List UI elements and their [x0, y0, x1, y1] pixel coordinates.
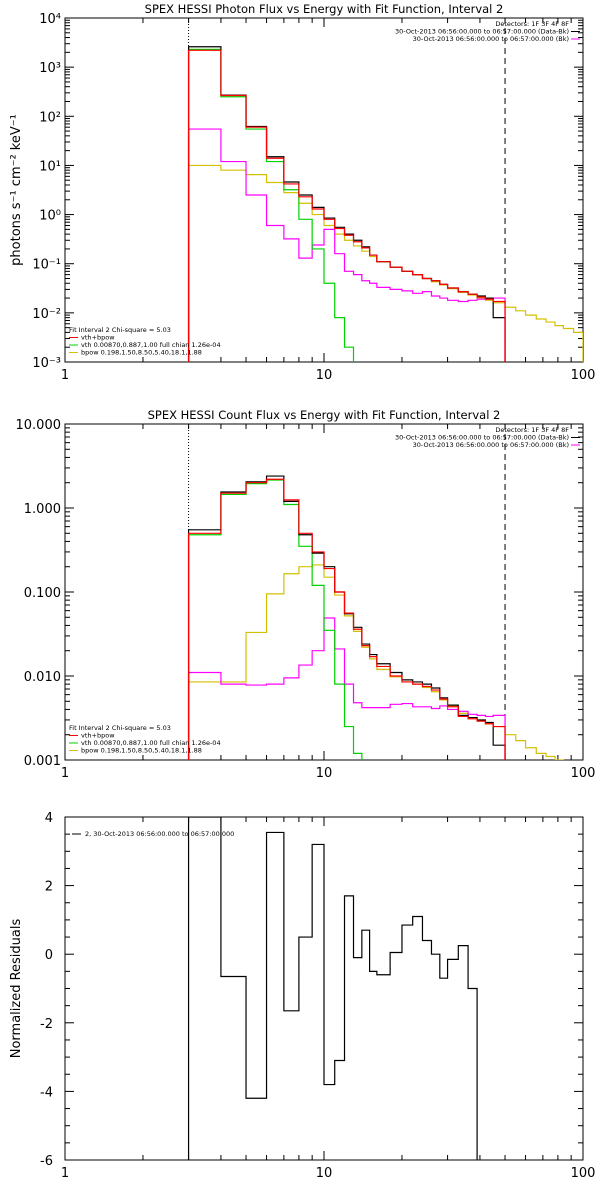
legend-top-entry: 30-Oct-2013 06:56:00.000 to 06:57:00.000… [395, 28, 569, 36]
series-vth-step [187, 48, 355, 362]
y-tick-label: 10⁻² [32, 307, 61, 322]
series-vth-step [187, 479, 363, 760]
legend-bottom-entry: vth 0.00870,0.887,1.00 full chian 1.26e-… [81, 341, 221, 349]
y-tick-label: 10⁴ [39, 12, 61, 27]
y-tick-label: 4 [45, 811, 53, 826]
y-tick-label: 10⁻¹ [32, 258, 61, 273]
series-total-step [187, 817, 478, 1160]
chart-panel-2: 1 10 100 0.001 0.010 0.100 1.000 10.000 SPEX HES… [16, 408, 596, 781]
x-tick-label: 10 [316, 766, 333, 781]
x-tick-label: 100 [571, 766, 596, 781]
y-tick-label: -4 [40, 1085, 53, 1100]
legend-top-entry: Detectors: 1F 3F 4F 8F [495, 20, 569, 28]
legend-top-entry: 2, 30-Oct-2013 06:56:00.000 to 06:57:00.… [85, 830, 234, 838]
y-tick-label: 10³ [39, 61, 61, 76]
y-tick-label: 0.010 [24, 670, 61, 685]
legend-top-entry: 30-Oct-2013 06:56:00.000 to 06:57:00.000… [395, 434, 569, 442]
series-bk-step [187, 617, 506, 760]
legend-top-entry: Detectors: 1F 3F 4F 8F [495, 426, 569, 434]
series-red-step [187, 49, 506, 362]
y-tick-label: -2 [40, 1017, 53, 1032]
x-tick-label: 1 [61, 1166, 69, 1181]
x-tick-label: 10 [316, 368, 333, 383]
x-tick-label: 100 [571, 368, 596, 383]
y-tick-label: 10⁻³ [32, 356, 61, 371]
legend-top-entry: 30-Oct-2013 06:56:00.000 to 06:57:00.000… [413, 441, 569, 449]
x-tick-label: 10 [316, 1166, 333, 1181]
series-red-step [187, 478, 506, 760]
chart-panel-1: 1 10 100 10⁻³ 10⁻² 10⁻¹ 10⁰ 10¹ 10² 10³ 10⁴ SPEX HE… [9, 2, 595, 383]
y-tick-label: 10⁰ [39, 209, 61, 224]
y-tick-label: 1.000 [24, 502, 61, 517]
series-total-step [187, 46, 506, 362]
x-tick-label: 1 [61, 766, 69, 781]
legend-bottom-entry: vth+bpow [81, 732, 115, 740]
x-tick-label: 100 [571, 1166, 596, 1181]
y-tick-label: 0.100 [24, 586, 61, 601]
series-total-step [187, 475, 506, 760]
y-axis-label: photons s⁻¹ cm⁻² keV⁻¹ [9, 114, 24, 266]
y-tick-label: -6 [40, 1154, 53, 1169]
chart-title: SPEX HESSI Count Flux vs Energy with Fit… [148, 408, 501, 422]
x-tick-label: 1 [61, 368, 69, 383]
y-tick-label: 10² [39, 110, 61, 125]
series-bk-step [187, 128, 506, 362]
chart-title: SPEX HESSI Photon Flux vs Energy with Fi… [145, 2, 504, 16]
legend-bottom-entry: vth+bpow [81, 334, 115, 342]
y-tick-label: 2 [45, 880, 53, 895]
legend-bottom-entry: bpow 0.198,1.50,8.50,5.40,18.1,1.88 [81, 349, 202, 357]
y-tick-label: 10¹ [39, 159, 61, 174]
legend-bottom-entry: Fit Interval 2 Chi-square = 5.03 [69, 724, 171, 732]
legend-top-entry: 30-Oct-2013 06:56:00.000 to 06:57:00.000… [413, 35, 569, 43]
y-axis-label: Normalized Residuals [9, 919, 24, 1059]
y-tick-label: 10.000 [16, 418, 62, 433]
chart-panel-3: 1 10 100 -6 -4 -2 0 2 4 Normalized Residuals 2, 30… [9, 811, 595, 1181]
legend-bottom-entry: vth 0.00870,0.887,1.00 full chian 1.26e-… [81, 739, 221, 747]
y-tick-label: 0.001 [24, 754, 61, 769]
legend-bottom-entry: bpow 0.198,1.50,8.50,5.40,18.1,1.88 [81, 747, 202, 755]
legend-bottom-entry: Fit Interval 2 Chi-square = 5.03 [69, 326, 171, 334]
y-tick-label: 0 [45, 948, 53, 963]
